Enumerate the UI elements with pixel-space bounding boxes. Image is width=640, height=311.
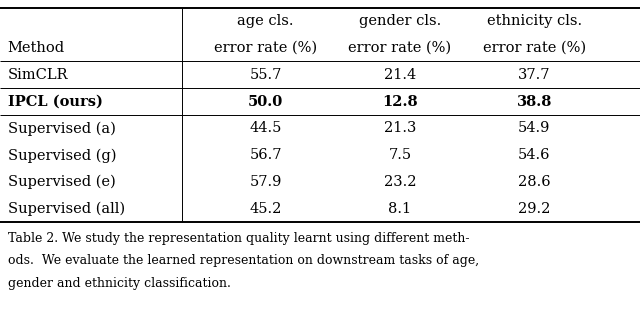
Text: SimCLR: SimCLR — [8, 68, 68, 82]
Text: 21.4: 21.4 — [384, 68, 416, 82]
Text: 23.2: 23.2 — [384, 175, 416, 189]
Text: 57.9: 57.9 — [250, 175, 282, 189]
Text: 38.8: 38.8 — [516, 95, 552, 109]
Text: error rate (%): error rate (%) — [214, 41, 317, 55]
Text: ethnicity cls.: ethnicity cls. — [487, 14, 582, 28]
Text: 54.9: 54.9 — [518, 122, 550, 136]
Text: 12.8: 12.8 — [382, 95, 418, 109]
Text: 54.6: 54.6 — [518, 148, 550, 162]
Text: Table 2. We study the representation quality learnt using different meth-: Table 2. We study the representation qua… — [8, 232, 469, 245]
Text: 37.7: 37.7 — [518, 68, 550, 82]
Text: 28.6: 28.6 — [518, 175, 550, 189]
Text: 21.3: 21.3 — [384, 122, 416, 136]
Text: IPCL (ours): IPCL (ours) — [8, 95, 102, 109]
Text: Supervised (a): Supervised (a) — [8, 121, 116, 136]
Text: 55.7: 55.7 — [250, 68, 282, 82]
Text: Supervised (g): Supervised (g) — [8, 148, 116, 163]
Text: 50.0: 50.0 — [248, 95, 284, 109]
Text: ods.  We evaluate the learned representation on downstream tasks of age,: ods. We evaluate the learned representat… — [8, 254, 479, 267]
Text: 8.1: 8.1 — [388, 202, 412, 216]
Text: 44.5: 44.5 — [250, 122, 282, 136]
Text: Supervised (all): Supervised (all) — [8, 202, 125, 216]
Text: Method: Method — [8, 41, 65, 55]
Text: Supervised (e): Supervised (e) — [8, 175, 115, 189]
Text: error rate (%): error rate (%) — [483, 41, 586, 55]
Text: 56.7: 56.7 — [250, 148, 282, 162]
Text: 45.2: 45.2 — [250, 202, 282, 216]
Text: 29.2: 29.2 — [518, 202, 550, 216]
Text: gender cls.: gender cls. — [359, 14, 441, 28]
Text: error rate (%): error rate (%) — [348, 41, 452, 55]
Text: age cls.: age cls. — [237, 14, 294, 28]
Text: 7.5: 7.5 — [388, 148, 412, 162]
Text: gender and ethnicity classification.: gender and ethnicity classification. — [8, 277, 230, 290]
